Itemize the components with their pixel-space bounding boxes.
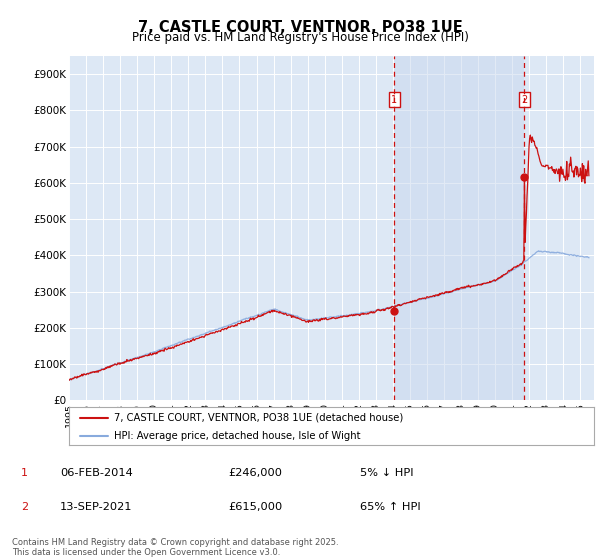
Text: 2: 2 [21,502,28,512]
Text: 1: 1 [21,468,28,478]
Text: £246,000: £246,000 [228,468,282,478]
Text: Price paid vs. HM Land Registry's House Price Index (HPI): Price paid vs. HM Land Registry's House … [131,31,469,44]
Text: Contains HM Land Registry data © Crown copyright and database right 2025.
This d: Contains HM Land Registry data © Crown c… [12,538,338,557]
Text: 5% ↓ HPI: 5% ↓ HPI [360,468,413,478]
Text: 06-FEB-2014: 06-FEB-2014 [60,468,133,478]
Text: 7, CASTLE COURT, VENTNOR, PO38 1UE: 7, CASTLE COURT, VENTNOR, PO38 1UE [137,20,463,35]
Text: 2: 2 [521,95,527,105]
Text: 7, CASTLE COURT, VENTNOR, PO38 1UE (detached house): 7, CASTLE COURT, VENTNOR, PO38 1UE (deta… [113,413,403,423]
Bar [394,56,524,400]
Text: 13-SEP-2021: 13-SEP-2021 [60,502,133,512]
Text: 1: 1 [391,95,397,105]
Text: 65% ↑ HPI: 65% ↑ HPI [360,502,421,512]
Text: HPI: Average price, detached house, Isle of Wight: HPI: Average price, detached house, Isle… [113,431,360,441]
Text: £615,000: £615,000 [228,502,282,512]
